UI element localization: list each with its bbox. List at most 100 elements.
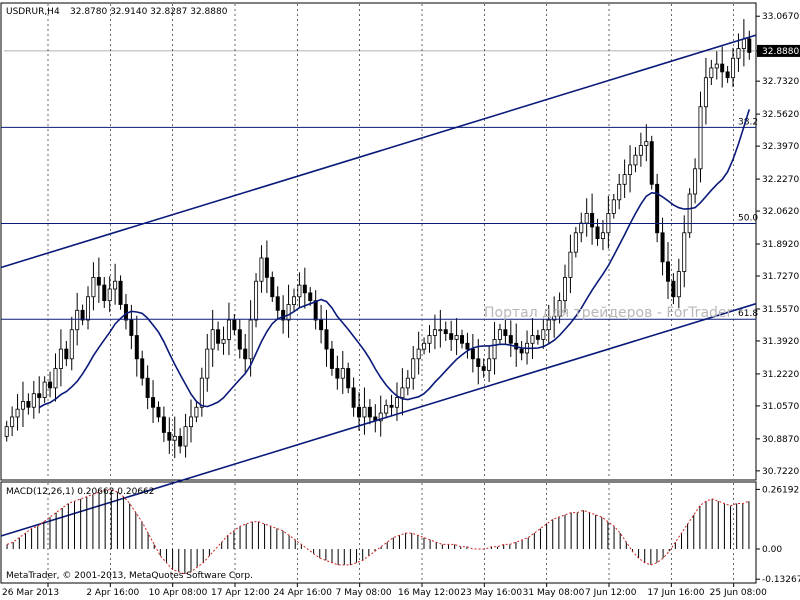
candle-bear <box>671 280 676 298</box>
candle-bear <box>329 348 334 369</box>
grid-layer <box>4 4 756 582</box>
time-tick-label: 23 May 16:00 <box>460 588 522 598</box>
lines-layer: 38.2 50.0 61.8 <box>0 34 758 537</box>
candle-bear <box>140 358 145 379</box>
candle-bear <box>720 63 725 73</box>
channel-lower-line <box>0 302 757 537</box>
candle-bull <box>188 416 193 428</box>
candle-bear <box>476 358 481 367</box>
candle-bear <box>655 183 660 234</box>
price-tick-label: 31.8920 <box>762 240 799 250</box>
time-tick-label: 16 May 12:00 <box>398 588 460 598</box>
candle-bear <box>156 406 161 418</box>
candle-bull <box>568 251 573 278</box>
candle-bull <box>210 329 215 350</box>
time-tick-label: 7 Jun 12:00 <box>585 588 637 598</box>
candle-bull <box>552 315 557 321</box>
current-price-box <box>757 44 800 57</box>
candle-bull <box>340 368 345 379</box>
time-tick-label: 25 Jun 08:00 <box>710 588 767 598</box>
watermark-text: Портал для трейдеров - ForTrader <box>484 305 733 321</box>
time-tick-label: 26 Mar 2013 <box>2 588 59 598</box>
candle-bull <box>411 358 416 379</box>
candle-bull <box>107 288 112 302</box>
candle-bear <box>324 329 329 350</box>
candle-bull <box>75 309 80 331</box>
candle-bull <box>53 368 58 389</box>
candle-bull <box>416 348 421 360</box>
candle-bull <box>91 276 96 298</box>
candle-bear <box>26 401 31 408</box>
candle-bear <box>535 335 540 340</box>
candle-bull <box>487 358 492 371</box>
price-tick-label: 31.2220 <box>762 370 799 380</box>
candle-bull <box>497 329 502 340</box>
price-tick-label: 32.2270 <box>762 175 799 185</box>
candle-bear <box>665 261 670 282</box>
candle-bull <box>628 164 633 176</box>
candle-bull <box>400 387 405 398</box>
candle-bear <box>102 284 107 302</box>
candle-bull <box>622 174 627 185</box>
candle-bull <box>378 412 383 422</box>
candle-bear <box>649 141 654 185</box>
candle-bull <box>546 319 551 331</box>
macd-tick-label: -0.13267 <box>762 575 800 585</box>
candle-bear <box>80 309 85 321</box>
price-tick-label: 31.3920 <box>762 337 799 347</box>
macd-layer <box>6 489 750 575</box>
candle-bear <box>145 377 150 398</box>
candle-bull <box>438 329 443 332</box>
price-tick-label: 31.0570 <box>762 402 799 412</box>
candle-bull <box>682 232 687 272</box>
candle-bull <box>454 335 459 340</box>
price-tick-label: 31.7270 <box>762 272 799 282</box>
price-tick-label: 30.8870 <box>762 435 799 445</box>
candle-bear <box>48 381 53 389</box>
candle-bull <box>291 296 296 305</box>
candle-bull <box>731 57 736 79</box>
candle-bear <box>216 329 221 344</box>
candle-bull <box>362 406 367 418</box>
candle-bear <box>232 319 237 331</box>
candle-bull <box>183 426 188 447</box>
candle-bear <box>319 319 324 331</box>
candle-bull <box>644 141 649 146</box>
candle-bull <box>199 377 204 408</box>
candle-bull <box>557 300 562 317</box>
candle-bear <box>389 404 394 408</box>
candle-bull <box>492 339 497 360</box>
candle-bull <box>427 335 432 344</box>
candle-bear <box>595 226 600 239</box>
candle-bear <box>275 296 280 311</box>
fib-level-label: 50.0 <box>738 213 758 223</box>
candle-bull <box>736 48 741 59</box>
candle-bull <box>259 257 264 282</box>
candle-bull <box>432 329 437 336</box>
candle-bear <box>237 329 242 350</box>
axis-layer: 33.0670 32.7320 32.5620 32.3970 32.2270 32.06… <box>2 12 800 598</box>
candle-bull <box>703 77 708 108</box>
candle-bull <box>617 183 622 201</box>
price-tick-label: 32.3970 <box>762 142 799 152</box>
candle-bull <box>4 426 9 437</box>
macd-tick-label: 0.00 <box>762 545 782 555</box>
channel-upper-line <box>0 34 757 269</box>
price-tick-label: 32.5620 <box>762 110 799 120</box>
price-tick-label: 30.7220 <box>762 467 799 477</box>
time-tick-label: 17 Apr 12:00 <box>211 588 270 598</box>
candle-bear <box>270 276 275 298</box>
candle-bull <box>693 168 698 195</box>
price-tick-label: 31.5570 <box>762 305 799 315</box>
macd-label: MACD(12,26,1) 0.20662 0.20662 <box>6 487 155 497</box>
ohlc-header: 32.8780 32.9140 32.8287 32.8880 <box>70 7 228 17</box>
candle-bull <box>20 401 25 410</box>
time-tick-label: 24 Apr 16:00 <box>273 588 332 598</box>
candle-bull <box>384 404 389 414</box>
moving-average-line <box>38 109 751 409</box>
price-tick-label: 32.0620 <box>762 207 799 217</box>
candles-layer <box>4 19 752 459</box>
candle-bull <box>31 393 36 408</box>
candle-bull <box>172 435 177 441</box>
